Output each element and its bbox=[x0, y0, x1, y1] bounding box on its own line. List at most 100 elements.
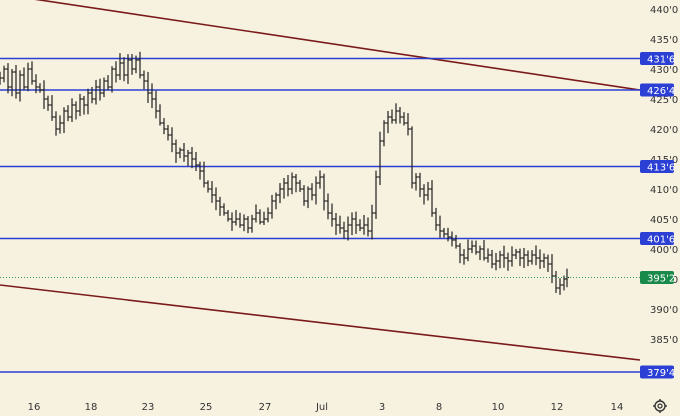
price-bar bbox=[82, 95, 86, 115]
price-bar bbox=[522, 248, 526, 268]
price-bar bbox=[250, 214, 254, 233]
price-bar bbox=[326, 193, 330, 220]
x-tick-label: 16 bbox=[28, 402, 41, 413]
price-bar bbox=[218, 196, 222, 216]
price-bar bbox=[350, 212, 354, 236]
price-bar bbox=[398, 107, 402, 124]
price-bar bbox=[542, 253, 546, 268]
price-bar bbox=[234, 210, 238, 226]
price-bar bbox=[338, 215, 342, 234]
badge-label: 379'4 bbox=[647, 368, 675, 379]
y-tick-label: 390'0 bbox=[650, 305, 678, 316]
price-bar bbox=[190, 147, 194, 169]
price-bar bbox=[62, 107, 66, 134]
price-bar bbox=[230, 212, 234, 231]
price-bar bbox=[246, 216, 250, 234]
price-bar bbox=[318, 170, 322, 189]
price-bar bbox=[394, 103, 398, 124]
price-bar bbox=[306, 186, 310, 209]
price-bar bbox=[434, 207, 438, 231]
price-bar bbox=[202, 161, 206, 188]
price-bar bbox=[346, 216, 350, 241]
settings-icon[interactable] bbox=[652, 398, 668, 414]
price-bar bbox=[130, 54, 134, 75]
x-tick-label: 18 bbox=[85, 402, 98, 413]
x-tick-label: 10 bbox=[492, 402, 505, 413]
price-bar bbox=[18, 70, 22, 102]
price-bar bbox=[518, 248, 522, 267]
price-bar bbox=[426, 181, 430, 201]
y-tick-label: 440'0 bbox=[650, 5, 678, 16]
level-badge: 431'6 bbox=[640, 52, 675, 66]
price-bar bbox=[290, 172, 294, 195]
price-bar bbox=[486, 248, 490, 263]
price-bar bbox=[406, 113, 410, 136]
price-bar bbox=[150, 83, 154, 109]
price-bar bbox=[482, 239, 486, 261]
price-bar bbox=[270, 194, 274, 219]
price-bar bbox=[490, 249, 494, 269]
price-bar bbox=[266, 207, 270, 223]
price-bar bbox=[14, 65, 18, 99]
badge-label: 401'6 bbox=[647, 235, 675, 246]
x-tick-label: Jul bbox=[315, 402, 328, 413]
price-bar bbox=[354, 211, 358, 234]
x-tick-label: 8 bbox=[436, 402, 442, 413]
price-bar bbox=[118, 53, 122, 80]
price-bar bbox=[366, 217, 370, 237]
badge-label: 395'2 bbox=[647, 274, 675, 285]
price-bar bbox=[134, 55, 138, 74]
price-bar bbox=[114, 61, 118, 83]
price-badges: 431'6 426'4 413'6 401'6 379'4 395'2 bbox=[640, 52, 675, 379]
price-bar bbox=[454, 235, 458, 249]
price-bar bbox=[322, 173, 326, 211]
price-bar bbox=[258, 209, 262, 225]
price-bar bbox=[474, 240, 478, 255]
horizontal-level-layer bbox=[0, 57, 640, 373]
price-bar bbox=[294, 173, 298, 193]
price-bar bbox=[534, 245, 538, 266]
price-bar bbox=[110, 66, 114, 93]
price-bar bbox=[302, 185, 306, 206]
price-bar bbox=[530, 250, 534, 265]
price-bar bbox=[102, 77, 106, 98]
price-bar bbox=[126, 54, 130, 84]
x-tick-label: 23 bbox=[142, 402, 155, 413]
price-bar bbox=[106, 75, 110, 91]
price-bar bbox=[314, 176, 318, 205]
price-bar bbox=[222, 203, 226, 216]
price-bar bbox=[170, 127, 174, 153]
x-tick-label: 25 bbox=[200, 402, 213, 413]
price-bar bbox=[462, 249, 466, 265]
price-bar bbox=[58, 115, 62, 134]
price-bar bbox=[54, 111, 58, 136]
price-bar bbox=[286, 175, 290, 197]
y-tick-label: 410'0 bbox=[650, 185, 678, 196]
price-bar bbox=[2, 65, 6, 83]
price-bar bbox=[10, 68, 14, 97]
price-bar bbox=[506, 252, 510, 271]
price-bar bbox=[30, 61, 34, 85]
price-bar bbox=[546, 254, 550, 272]
price-bar bbox=[550, 254, 554, 284]
price-bar bbox=[6, 63, 10, 94]
price-bar bbox=[558, 278, 562, 295]
price-bar bbox=[254, 204, 258, 223]
price-bar bbox=[370, 204, 374, 240]
price-bar bbox=[90, 86, 94, 104]
badge-label: 426'4 bbox=[647, 86, 675, 97]
level-badge: 413'6 bbox=[640, 160, 675, 174]
price-bar bbox=[494, 252, 498, 271]
price-bar bbox=[142, 70, 146, 90]
price-bar bbox=[206, 180, 210, 193]
price-bar bbox=[510, 246, 514, 267]
x-tick-label: 3 bbox=[379, 402, 385, 413]
y-tick-label: 430'0 bbox=[650, 65, 678, 76]
current-price-badge: 395'2 bbox=[640, 271, 675, 285]
price-bar bbox=[430, 180, 434, 217]
price-bar bbox=[46, 95, 50, 111]
price-bar bbox=[274, 192, 278, 210]
price-bar bbox=[214, 187, 218, 211]
